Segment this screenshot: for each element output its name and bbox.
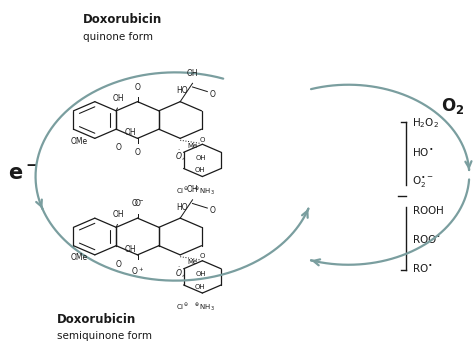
Text: Cl$^\ominus$  $^\oplus$NH$_3$: Cl$^\ominus$ $^\oplus$NH$_3$ xyxy=(175,302,214,313)
Text: $\mathrm{ROOH}$: $\mathrm{ROOH}$ xyxy=(412,204,445,216)
Text: $\mathrm{O_2^{\bullet -}}$: $\mathrm{O_2^{\bullet -}}$ xyxy=(412,174,434,189)
Text: $\mathrm{H_2O_2}$: $\mathrm{H_2O_2}$ xyxy=(412,116,439,131)
Text: quinone form: quinone form xyxy=(83,32,153,42)
Text: $\dot{O}$,: $\dot{O}$, xyxy=(175,265,185,280)
Text: O: O xyxy=(135,149,140,157)
Text: O$^-$: O$^-$ xyxy=(131,197,144,208)
Text: $\mathrm{HO^{\bullet}}$: $\mathrm{HO^{\bullet}}$ xyxy=(412,146,434,158)
Text: OH: OH xyxy=(125,245,137,254)
Text: OH: OH xyxy=(125,128,137,137)
Text: $\mathrm{ROO^{\bullet}}$: $\mathrm{ROO^{\bullet}}$ xyxy=(412,233,441,245)
Text: O$^+$: O$^+$ xyxy=(131,265,144,277)
Text: Me: Me xyxy=(187,259,198,265)
Text: OH: OH xyxy=(195,284,205,290)
Text: Me: Me xyxy=(187,143,198,149)
Text: OH: OH xyxy=(196,271,207,277)
Text: O: O xyxy=(135,199,140,208)
Text: O: O xyxy=(210,90,216,99)
Text: Cl$^\ominus$  $^\oplus$NH$_3$: Cl$^\ominus$ $^\oplus$NH$_3$ xyxy=(175,185,214,197)
Text: Doxorubicin: Doxorubicin xyxy=(57,313,136,326)
Text: Doxorubicin: Doxorubicin xyxy=(83,13,162,26)
Text: HO: HO xyxy=(176,203,188,212)
Text: $\mathrm{RO^{\bullet}}$: $\mathrm{RO^{\bullet}}$ xyxy=(412,262,433,274)
Text: HO: HO xyxy=(176,86,188,95)
Text: O: O xyxy=(116,259,121,269)
Text: O: O xyxy=(116,143,121,152)
Text: OH: OH xyxy=(113,210,125,219)
Text: OH: OH xyxy=(187,185,198,194)
Text: O: O xyxy=(200,137,205,143)
Text: OH: OH xyxy=(187,69,198,78)
Text: OMe: OMe xyxy=(70,253,87,262)
Text: O: O xyxy=(210,206,216,215)
Text: $\dot{O}$,: $\dot{O}$, xyxy=(175,149,185,163)
Text: $\mathbf{e^-}$: $\mathbf{e^-}$ xyxy=(8,165,38,184)
Text: semiquinone form: semiquinone form xyxy=(57,331,152,341)
Text: OH: OH xyxy=(195,167,205,173)
Text: OH: OH xyxy=(113,94,125,103)
Text: OMe: OMe xyxy=(70,137,87,146)
Text: OH: OH xyxy=(196,155,207,161)
Text: O: O xyxy=(200,253,205,259)
Text: $\mathbf{O_2}$: $\mathbf{O_2}$ xyxy=(441,96,465,116)
Text: O: O xyxy=(135,83,140,91)
